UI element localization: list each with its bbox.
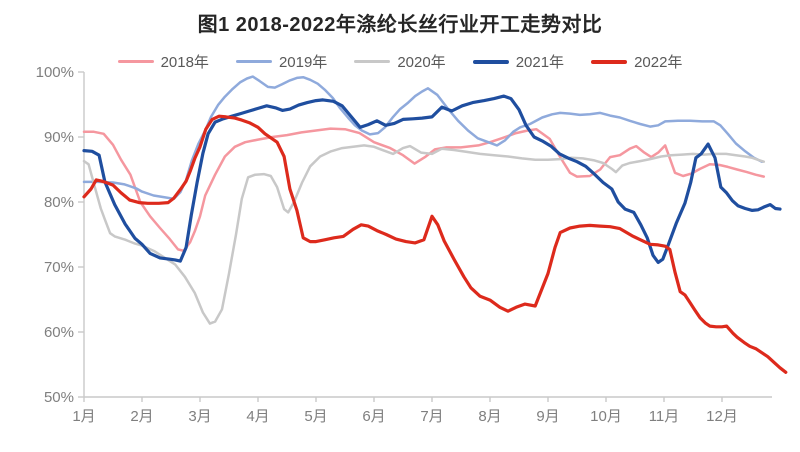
series-line-2021年 [82,94,782,264]
legend-label: 2020年 [397,54,446,71]
x-axis-tick-label: 4月 [246,408,269,425]
x-axis-tick-label: 1月 [72,408,95,425]
y-axis-tick-label: 60% [44,324,74,341]
x-axis-tick-label: 10月 [590,408,622,425]
y-axis-tick-label: 70% [44,259,74,276]
x-axis-tick-label: 6月 [362,408,385,425]
y-axis-tick-label: 100% [36,64,74,81]
y-axis-tick-label: 80% [44,194,74,211]
legend-item-2022年: 2022年 [591,51,682,72]
legend-item-2019年: 2019年 [235,51,328,72]
legend-label: 2018年 [160,54,209,71]
x-axis-tick-label: 11月 [649,408,680,425]
legend-item-2020年: 2020年 [354,51,446,72]
legend-line-swatch [235,60,272,63]
legend-line-swatch [117,60,154,63]
series-line-2018年 [82,127,766,253]
chart-legend: 2018年 2019年 2020年 2021年 2022年 [0,51,800,72]
y-axis-tick-label: 90% [44,129,74,146]
legend-label: 2021年 [515,54,565,71]
legend-line-swatch [591,59,628,64]
legend-label: 2019年 [278,54,328,71]
chart-title: 图1 2018-2022年涤纶长丝行业开工走势对比 [197,14,603,36]
x-axis-tick-label: 7月 [420,408,443,425]
legend-item-2021年: 2021年 [472,51,565,72]
legend-item-2018年: 2018年 [117,51,209,72]
legend-label: 2022年 [634,54,683,71]
series-line-2020年 [82,144,766,325]
x-axis-tick-label: 8月 [478,408,501,425]
x-axis-tick-label: 2月 [130,408,153,425]
legend-line-swatch [472,59,509,64]
legend-line-swatch [354,60,391,63]
x-axis-tick-label: 3月 [188,408,211,425]
series-line-2022年 [82,114,788,374]
x-axis-tick-label: 12月 [706,408,738,425]
y-axis-tick-label: 50% [44,389,74,406]
x-axis-tick-label: 9月 [536,408,559,425]
x-axis-tick-label: 5月 [304,408,327,425]
